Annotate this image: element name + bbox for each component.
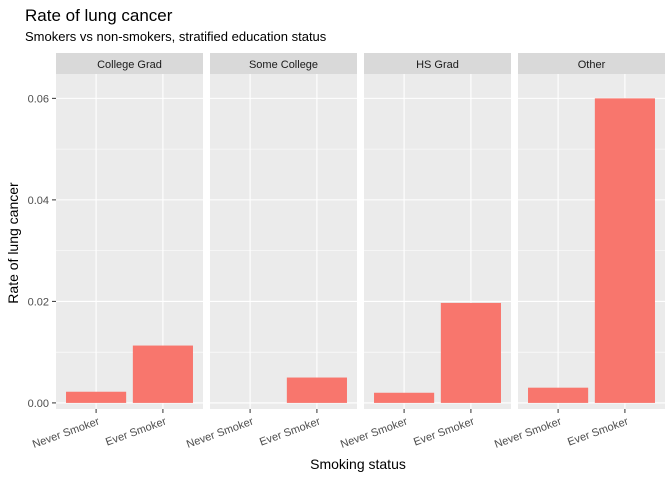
bar xyxy=(440,302,501,403)
bar xyxy=(66,391,127,403)
x-tick-label: Ever Smoker xyxy=(412,415,476,448)
bar xyxy=(374,392,435,403)
chart-title: Rate of lung cancer xyxy=(25,6,173,25)
y-tick-label: 0.00 xyxy=(28,398,49,410)
facet-strip-label: College Grad xyxy=(97,59,162,71)
facet-strip-label: Some College xyxy=(249,59,318,71)
chart-subtitle: Smokers vs non-smokers, stratified educa… xyxy=(25,29,327,44)
facet-panel: College Grad Never Smoker Ever Smoker xyxy=(31,53,203,451)
y-tick-label: 0.04 xyxy=(28,195,49,207)
x-tick-label: Ever Smoker xyxy=(258,415,322,448)
facet-strip-label: Other xyxy=(578,59,606,71)
bar xyxy=(132,345,193,403)
x-tick-label: Never Smoker xyxy=(339,415,409,450)
y-tick-label: 0.06 xyxy=(28,93,49,105)
bar xyxy=(528,387,589,403)
y-tick-label: 0.02 xyxy=(28,296,49,308)
facet-strip-label: HS Grad xyxy=(416,59,459,71)
y-axis: 0.00 0.02 0.04 0.06 xyxy=(28,93,56,410)
facet-strip xyxy=(364,53,511,74)
x-tick-label: Ever Smoker xyxy=(566,415,630,448)
panel-background xyxy=(210,74,357,409)
x-tick-label: Ever Smoker xyxy=(104,415,168,448)
x-tick-label: Never Smoker xyxy=(185,415,255,450)
facet-panel: Some College Never Smoker Ever Smoker xyxy=(185,53,357,451)
bar xyxy=(594,98,655,403)
bar xyxy=(286,377,347,403)
x-tick-label: Never Smoker xyxy=(31,415,101,450)
facet-strip xyxy=(518,53,665,74)
facet-strip xyxy=(210,53,357,74)
facet-panel: Other Never Smoker Ever Smoker xyxy=(493,53,665,451)
facet-strip xyxy=(56,53,203,74)
y-axis-title: Rate of lung cancer xyxy=(5,182,21,304)
x-axis-title: Smoking status xyxy=(310,456,406,472)
x-tick-label: Never Smoker xyxy=(493,415,563,450)
facet-panel: HS Grad Never Smoker Ever Smoker xyxy=(339,53,511,451)
